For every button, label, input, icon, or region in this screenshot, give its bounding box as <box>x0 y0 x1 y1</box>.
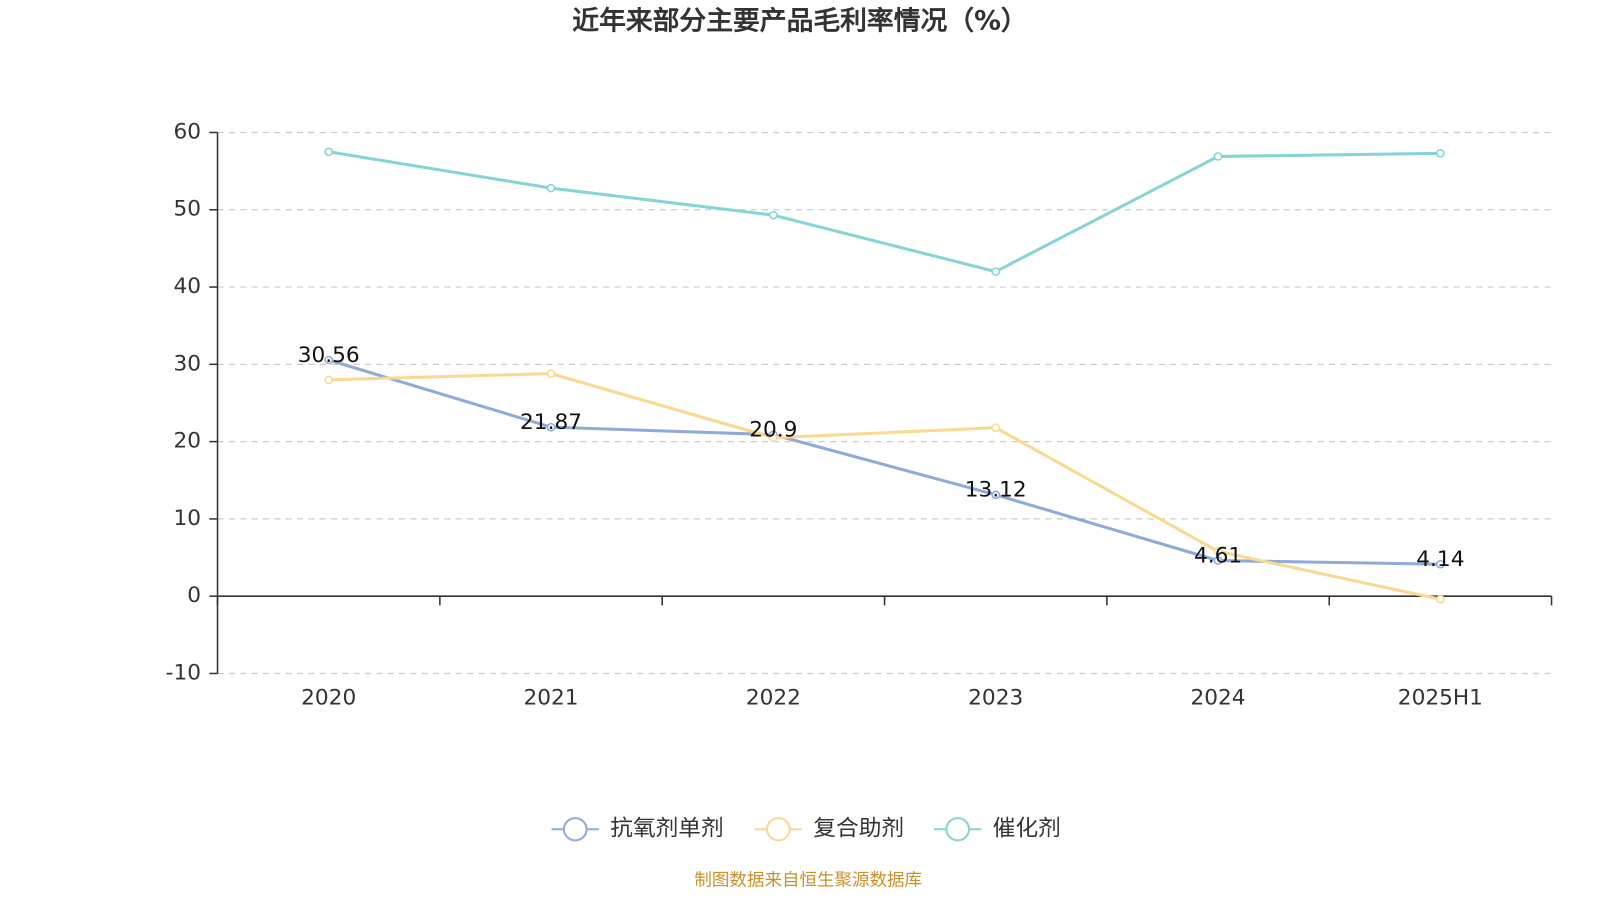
y-tick-label: 10 <box>173 506 201 531</box>
legend-label: 复合助剂 <box>813 816 904 842</box>
data-point <box>324 355 334 365</box>
source-note: 制图数据来自恒生聚源数据库 <box>694 871 922 891</box>
data-point <box>324 375 334 385</box>
x-tick-label: 2020 <box>301 686 356 711</box>
data-point <box>1435 149 1445 158</box>
x-tick-label: 2021 <box>523 686 578 711</box>
y-tick-label: 0 <box>187 583 201 608</box>
data-label: 4.14 <box>1416 547 1464 572</box>
series-line <box>328 358 1441 566</box>
data-label: 13.12 <box>965 478 1027 503</box>
data-point <box>1213 152 1223 161</box>
data-point <box>1435 559 1445 569</box>
legend-label: 催化剂 <box>993 816 1061 842</box>
data-point <box>1213 556 1223 565</box>
y-tick-label: 30 <box>173 351 201 376</box>
data-point <box>546 369 556 378</box>
legend-marker <box>765 817 791 842</box>
series-line <box>328 372 1441 601</box>
data-label: 21.87 <box>520 410 582 435</box>
legend-marker <box>945 817 971 842</box>
data-label: 30.56 <box>298 343 360 368</box>
data-point <box>768 433 778 443</box>
y-tick-label: 60 <box>173 120 201 145</box>
data-label: 20.9 <box>749 418 797 443</box>
x-tick-label: 2023 <box>968 686 1023 711</box>
data-point <box>1213 547 1223 556</box>
y-tick-label: 50 <box>173 197 201 222</box>
y-tick-label: 40 <box>173 274 201 299</box>
data-point <box>546 422 556 432</box>
legend-marker <box>562 817 588 842</box>
legend-label: 抗氧剂单剂 <box>610 816 723 842</box>
series-line <box>328 150 1441 274</box>
data-point <box>991 423 1001 433</box>
data-point <box>546 183 556 193</box>
x-tick-label: 2024 <box>1190 686 1245 711</box>
data-label: 4.61 <box>1194 544 1242 569</box>
data-point <box>768 210 778 220</box>
y-tick-label: -10 <box>166 661 201 686</box>
data-point <box>991 490 1001 500</box>
data-point <box>324 147 334 157</box>
x-tick-label: 2025H1 <box>1398 686 1483 711</box>
chart-title: 近年来部分主要产品毛利率情况（%） <box>572 6 1027 37</box>
data-point <box>1435 594 1445 604</box>
y-tick-label: 20 <box>173 429 201 454</box>
data-point <box>991 267 1001 276</box>
x-tick-label: 2022 <box>746 686 801 711</box>
